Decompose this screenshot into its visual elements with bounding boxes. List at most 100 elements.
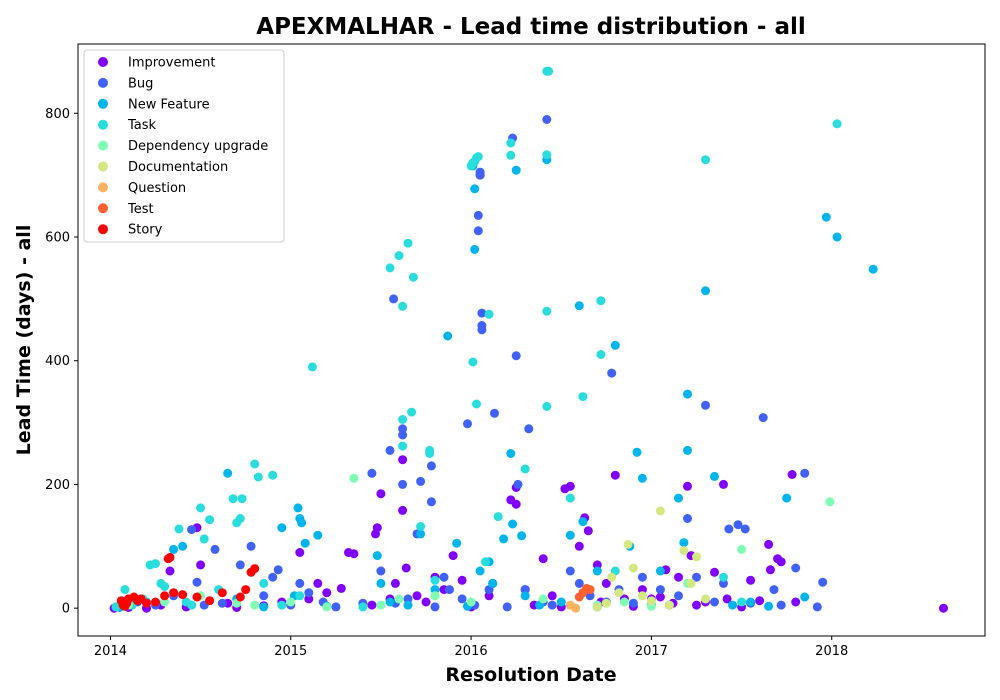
data-point xyxy=(556,597,566,607)
data-point xyxy=(160,591,170,601)
y-tick-label: 600 xyxy=(45,231,70,246)
data-point xyxy=(398,301,408,311)
data-point xyxy=(596,350,606,359)
data-point xyxy=(250,600,260,610)
data-point xyxy=(174,524,184,534)
data-point xyxy=(205,515,215,525)
legend-marker xyxy=(98,119,108,130)
legend: Improvement Bug New Feature Task Dependency … xyxy=(83,49,285,243)
data-point xyxy=(111,602,121,612)
data-point xyxy=(683,481,692,491)
data-point xyxy=(542,402,552,411)
data-point xyxy=(710,471,719,481)
data-point xyxy=(416,529,426,539)
data-point xyxy=(511,165,521,175)
data-point xyxy=(782,493,792,503)
data-point xyxy=(199,534,209,544)
data-point xyxy=(475,566,485,576)
data-point xyxy=(426,497,436,507)
data-point xyxy=(425,449,435,458)
data-point xyxy=(692,600,701,610)
data-point xyxy=(398,455,408,465)
x-axis-label: Resolution Date xyxy=(445,664,616,686)
data-point xyxy=(443,331,453,341)
data-point xyxy=(578,392,588,402)
data-point xyxy=(655,506,665,516)
data-point xyxy=(426,461,436,471)
data-point xyxy=(473,226,483,236)
data-point xyxy=(733,520,743,530)
data-point xyxy=(457,594,467,604)
chart-title: APEXMALHAR - Lead time distribution - al… xyxy=(256,14,805,40)
data-point xyxy=(632,447,642,457)
data-point xyxy=(637,572,647,582)
data-point xyxy=(484,591,494,601)
data-point xyxy=(574,301,584,311)
data-point xyxy=(565,566,575,576)
data-point xyxy=(223,468,233,478)
x-tick-label: 2017 xyxy=(635,644,668,659)
data-point xyxy=(607,572,617,582)
legend-item: Question xyxy=(98,181,186,196)
data-point xyxy=(565,493,575,503)
data-point xyxy=(389,294,399,304)
data-point xyxy=(430,591,440,601)
data-point xyxy=(547,591,557,601)
legend-item: Story xyxy=(98,223,163,238)
data-point xyxy=(398,424,408,434)
data-point xyxy=(412,591,422,601)
data-point xyxy=(430,585,440,595)
plot-area-frame xyxy=(77,43,986,637)
data-point xyxy=(473,152,483,162)
data-point xyxy=(367,600,377,610)
data-point xyxy=(297,518,307,528)
data-point xyxy=(542,150,552,160)
data-point xyxy=(692,572,701,582)
data-point xyxy=(394,594,404,604)
data-point xyxy=(520,464,530,474)
data-point xyxy=(304,588,314,598)
data-point xyxy=(295,548,305,557)
legend-label: Dependency upgrade xyxy=(128,139,268,154)
data-point xyxy=(385,263,395,273)
legend-marker xyxy=(98,140,108,151)
data-point xyxy=(246,541,256,551)
data-point xyxy=(307,362,317,372)
data-point xyxy=(403,600,413,610)
series-question xyxy=(565,600,581,613)
data-point xyxy=(800,592,810,602)
data-point xyxy=(787,470,797,479)
data-point xyxy=(416,522,426,531)
legend-label: New Feature xyxy=(128,97,210,112)
data-point xyxy=(235,560,245,570)
data-point xyxy=(300,538,310,548)
data-point xyxy=(508,519,518,529)
legend-box xyxy=(83,49,285,243)
legend-marker xyxy=(98,57,108,67)
data-point xyxy=(737,544,747,554)
data-point xyxy=(376,489,386,499)
data-point xyxy=(490,408,499,418)
data-point xyxy=(259,602,269,612)
data-point xyxy=(398,415,408,424)
data-point xyxy=(683,389,692,399)
data-point xyxy=(769,585,779,595)
data-point xyxy=(499,534,509,544)
data-point xyxy=(674,493,683,503)
data-point xyxy=(481,557,490,567)
data-point xyxy=(674,591,683,601)
data-point xyxy=(372,523,382,533)
data-point xyxy=(574,541,584,551)
data-point xyxy=(250,564,260,574)
data-point xyxy=(235,592,245,602)
data-point xyxy=(398,430,408,440)
data-point xyxy=(403,594,413,604)
data-point xyxy=(407,407,417,417)
legend-item: Documentation xyxy=(98,160,228,175)
data-point xyxy=(178,541,188,551)
x-tick-label: 2014 xyxy=(94,644,127,659)
data-point xyxy=(295,591,305,601)
data-point xyxy=(637,585,647,595)
data-point xyxy=(601,598,611,608)
data-point xyxy=(614,588,624,598)
